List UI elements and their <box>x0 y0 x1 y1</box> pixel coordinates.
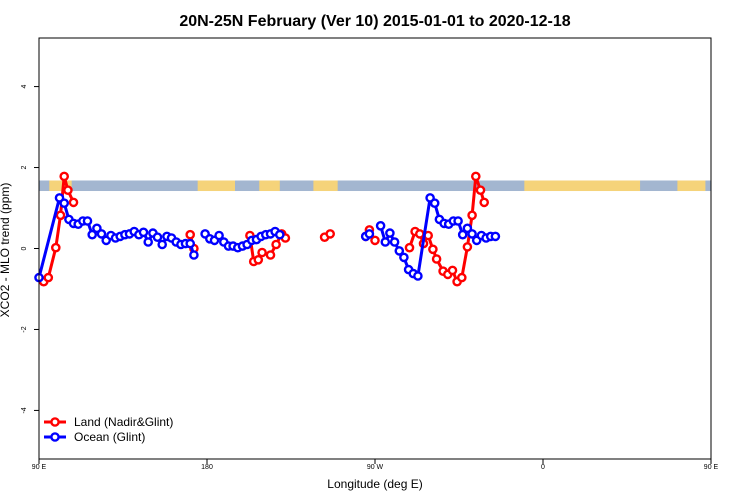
x-tick-label: 90 E <box>704 464 719 471</box>
data-point <box>385 228 395 238</box>
data-point <box>138 227 149 238</box>
series-ocean <box>34 193 501 283</box>
data-point <box>265 250 276 260</box>
land-band <box>313 180 338 192</box>
data-point <box>59 171 69 182</box>
y-tick-label: 0 <box>21 246 28 250</box>
land-band <box>197 180 235 192</box>
ocean-band <box>39 180 711 192</box>
data-point <box>404 242 415 253</box>
x-tick-label: 90 W <box>367 464 384 471</box>
legend: Land (Nadir&Glint)Ocean (Glint) <box>44 415 173 444</box>
legend-marker <box>50 417 60 427</box>
x-tick-label: 0 <box>541 464 545 471</box>
data-point <box>157 239 167 250</box>
data-point <box>389 237 400 247</box>
chart-title: 20N-25N February (Ver 10) 2015-01-01 to … <box>179 13 570 30</box>
data-point <box>467 210 477 221</box>
y-tick-label: 4 <box>21 85 28 89</box>
data-point <box>462 242 473 252</box>
data-point <box>364 229 375 239</box>
axes: 90 E 180 90 W 0 90 E -4 -2 0 2 4 <box>21 85 719 471</box>
land-band <box>677 180 706 192</box>
y-tick-label: -2 <box>21 326 28 332</box>
data-point <box>453 216 463 226</box>
data-point <box>325 229 336 239</box>
data-point <box>414 229 425 239</box>
data-point <box>274 229 285 240</box>
data-point <box>380 237 391 247</box>
data-point <box>470 171 481 182</box>
land-band <box>49 180 72 192</box>
data-point <box>82 216 93 226</box>
data-point <box>152 232 163 242</box>
data-point <box>467 229 477 239</box>
x-axis-title: Longitude (deg E) <box>327 477 422 491</box>
plot-frame <box>38 37 712 460</box>
data-point <box>87 229 97 240</box>
data-point <box>413 271 423 281</box>
land-band <box>524 180 641 192</box>
y-tick-label: -4 <box>21 407 28 413</box>
data-point <box>253 254 264 265</box>
data-point <box>185 229 195 240</box>
land-band <box>259 180 280 192</box>
data-point <box>68 197 79 208</box>
x-tick-label: 180 <box>201 464 213 471</box>
data-point <box>399 252 409 263</box>
data-point <box>394 246 405 256</box>
data-point <box>428 244 438 255</box>
data-point <box>429 198 440 208</box>
data-point <box>490 231 501 242</box>
data-point <box>271 239 281 250</box>
data-point <box>370 235 380 246</box>
data-point <box>456 272 467 283</box>
data-point <box>457 229 468 240</box>
series-layer <box>34 171 501 287</box>
x-tick-label: 90 E <box>32 464 47 471</box>
data-point <box>185 238 195 249</box>
y-axis-title: XCO2 - MLO trend (ppm) <box>0 183 12 318</box>
series-land <box>38 171 490 287</box>
data-point <box>447 265 458 276</box>
data-point <box>43 272 54 283</box>
data-point <box>257 247 267 258</box>
data-point <box>51 242 61 253</box>
y-tick-label: 2 <box>21 165 28 169</box>
land-ocean-strip <box>39 180 711 192</box>
legend-label: Land (Nadir&Glint) <box>74 415 173 429</box>
data-point <box>214 230 224 241</box>
data-point <box>479 197 490 208</box>
legend-marker <box>50 432 60 442</box>
data-point <box>375 220 386 231</box>
data-point <box>143 237 153 247</box>
data-point <box>59 198 69 208</box>
legend-label: Ocean (Glint) <box>74 430 145 444</box>
data-point <box>55 210 66 221</box>
data-point <box>96 229 107 239</box>
data-point <box>431 254 442 264</box>
data-point <box>475 185 486 195</box>
data-point <box>189 250 199 260</box>
data-point <box>63 185 73 195</box>
